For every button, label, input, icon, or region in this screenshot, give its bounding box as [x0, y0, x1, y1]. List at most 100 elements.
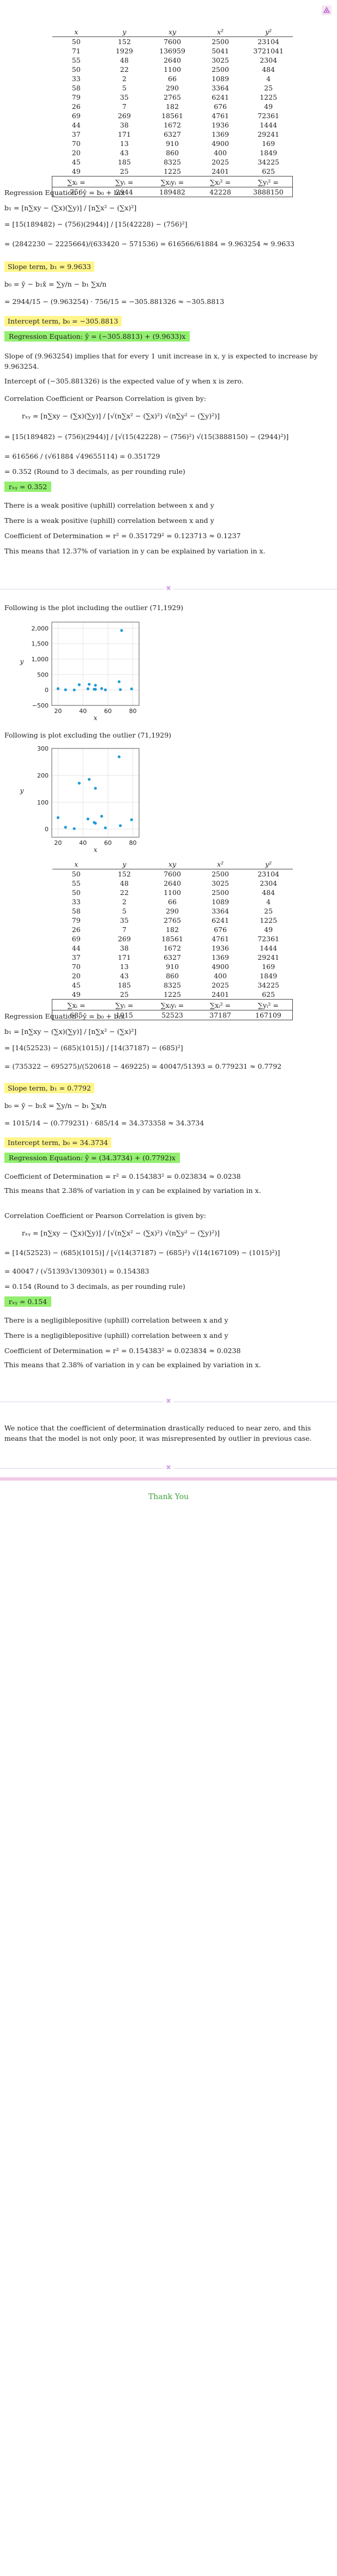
table-cell: 2765	[164, 916, 181, 924]
regression-result-badge-2: Regression Equation: ŷ = (34.3734) + (0.…	[4, 1153, 180, 1163]
table-cell: 35	[120, 916, 129, 924]
data-point	[117, 755, 121, 758]
table-row: 50 152 7600 2500 23104	[52, 869, 293, 879]
x-tick-label: 40	[79, 839, 87, 847]
scatter-plot-without-outlier: 0 100 200 300 20 40 60 80 x y	[0, 742, 164, 856]
data-point	[56, 687, 60, 690]
correlation-interpretation-repeat: There is a weak positive (uphill) correl…	[4, 516, 214, 525]
table-cell: 676	[214, 102, 227, 111]
table-cell: 1672	[164, 944, 181, 952]
table-cell: 3025	[212, 56, 229, 64]
data-point	[64, 688, 67, 691]
table-cell: 45	[71, 158, 81, 166]
y-tick-label: 0	[45, 826, 49, 833]
table-cell: 1100	[164, 65, 181, 74]
table-cell: 152	[118, 38, 131, 46]
thank-you-text: Thank You	[148, 1493, 189, 1501]
table-cell: 625	[262, 990, 275, 998]
data-point	[73, 827, 76, 830]
intercept-interpretation: Intercept of (−305.881326) is the expect…	[4, 377, 244, 385]
table-cell: 58	[71, 907, 81, 915]
table-cell: 23104	[257, 38, 280, 46]
slope-formula: b₁ = [n∑xy − (∑x)(∑y)] / [n∑x² − (∑x)²]	[4, 204, 137, 212]
table-cell: 2	[122, 75, 127, 83]
plot-without-outlier-caption: Following is plot excluding the outlier …	[4, 731, 172, 739]
table-row: 20 43 860 400 1849	[52, 148, 293, 157]
slope-result-badge: Slope term, b₁ = 9.9633	[4, 261, 94, 272]
table-cell: 33	[71, 75, 81, 83]
data-point	[56, 816, 60, 819]
x-tick-label: 80	[129, 839, 137, 847]
correlation-substitution-2: = [14(52523) − (685)(1015)] / [√(14(3718…	[4, 1249, 280, 1257]
table-cell: 5	[122, 84, 127, 92]
table-cell: 1849	[260, 972, 278, 980]
table-cell: 22	[120, 888, 129, 897]
y-tick-label: 1,500	[32, 641, 49, 648]
table-cell: 29241	[257, 130, 280, 138]
slope-result-badge-2: Slope term, b₁ = 0.7792	[4, 1083, 94, 1093]
column-header: xy	[148, 860, 196, 869]
intercept-computation-2: = 1015/14 − (0.779231) · 685/14 = 34.373…	[4, 1119, 204, 1127]
table-cell: 676	[214, 925, 227, 934]
sum-value: 37187	[196, 1010, 244, 1020]
table-cell: 2500	[212, 870, 229, 878]
table-cell: 25	[264, 84, 273, 92]
table-cell: 37	[71, 953, 81, 961]
plot-frame	[51, 748, 140, 838]
table-cell: 43	[120, 149, 129, 157]
sum-label: ∑yᵢ =	[100, 176, 148, 187]
table-cell: 1936	[212, 121, 229, 129]
data-table-without-outlier: x y xy x² y² 50 152 7600 2500 23104 55 48 2640 3025 23…	[52, 860, 293, 1020]
table-row: 69 269 18561 4761 72361	[52, 111, 293, 120]
table-cell: 49	[264, 102, 273, 111]
y-tick-label: 300	[37, 745, 49, 752]
table-row: 50 152 7600 2500 23104	[52, 37, 293, 47]
table-cell: 910	[166, 139, 179, 148]
column-header: y²	[244, 860, 293, 869]
sum-value: 189482	[148, 187, 196, 197]
table-cell: 2401	[212, 990, 229, 998]
footer-bar	[0, 1477, 337, 1481]
table-cell: 79	[71, 93, 81, 101]
correlation-interpretation-2: There is a negligiblepositive (uphill) c…	[4, 1316, 228, 1324]
plot-with-outlier-caption: Following is the plot including the outl…	[4, 604, 184, 612]
table-cell: 7600	[164, 870, 181, 878]
table-cell: 26	[71, 925, 81, 934]
table-cell: 13	[120, 139, 129, 148]
y-tick-label: 2,000	[32, 625, 49, 632]
table-cell: 1225	[164, 990, 181, 998]
table-cell: 171	[118, 130, 131, 138]
intercept-formula-2: b₀ = ȳ − b₁x̄ = ∑y/n − b₁ ∑x/n	[4, 1101, 107, 1110]
x-tick-label: 40	[79, 708, 87, 715]
correlation-result-badge: rₓᵧ = 0.352	[4, 482, 52, 492]
data-point	[87, 778, 91, 781]
table-cell: 49	[264, 925, 273, 934]
regression-result-badge: Regression Equation: ŷ = (−305.8813) + (…	[4, 331, 190, 342]
table-cell: 49	[71, 990, 81, 998]
table-cell: 49	[71, 167, 81, 175]
table-row: 58 5 290 3364 25	[52, 906, 293, 916]
table-cell: 70	[71, 139, 81, 148]
table-cell: 182	[166, 102, 179, 111]
table-cell: 1089	[212, 898, 229, 906]
determination-interpretation: This means that 12.37% of variation in y…	[4, 547, 266, 555]
table-cell: 33	[71, 898, 81, 906]
table-row: 44 38 1672 1936 1444	[52, 120, 293, 130]
table-cell: 72361	[257, 112, 280, 120]
table-cell: 22	[120, 65, 129, 74]
table-cell: 69	[71, 112, 81, 120]
table-cell: 3025	[212, 879, 229, 887]
table-row: 44 38 1672 1936 1444	[52, 943, 293, 953]
sum-value: 756	[52, 187, 100, 197]
table-cell: 44	[71, 944, 81, 952]
sum-value: 1015	[100, 1010, 148, 1020]
data-point	[119, 824, 122, 827]
table-cell: 6241	[212, 916, 229, 924]
table-cell: 2304	[260, 879, 278, 887]
table-cell: 58	[71, 84, 81, 92]
table-cell: 25	[120, 167, 129, 175]
sum-label: ∑yᵢ² =	[244, 176, 293, 187]
table-cell: 5041	[212, 47, 229, 55]
table-row: 26 7 182 676 49	[52, 925, 293, 934]
table-cell: 4761	[212, 935, 229, 943]
